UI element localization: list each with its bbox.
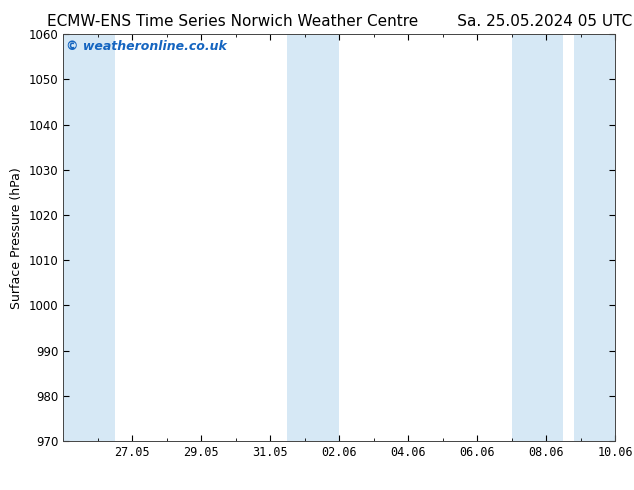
Title: ECMW-ENS Time Series Norwich Weather Centre        Sa. 25.05.2024 05 UTC: ECMW-ENS Time Series Norwich Weather Cen… xyxy=(46,14,632,29)
Text: © weatheronline.co.uk: © weatheronline.co.uk xyxy=(66,40,227,53)
Bar xyxy=(63,34,115,441)
Bar xyxy=(512,34,563,441)
Bar xyxy=(574,34,615,441)
Y-axis label: Surface Pressure (hPa): Surface Pressure (hPa) xyxy=(10,167,23,309)
Bar xyxy=(287,34,339,441)
